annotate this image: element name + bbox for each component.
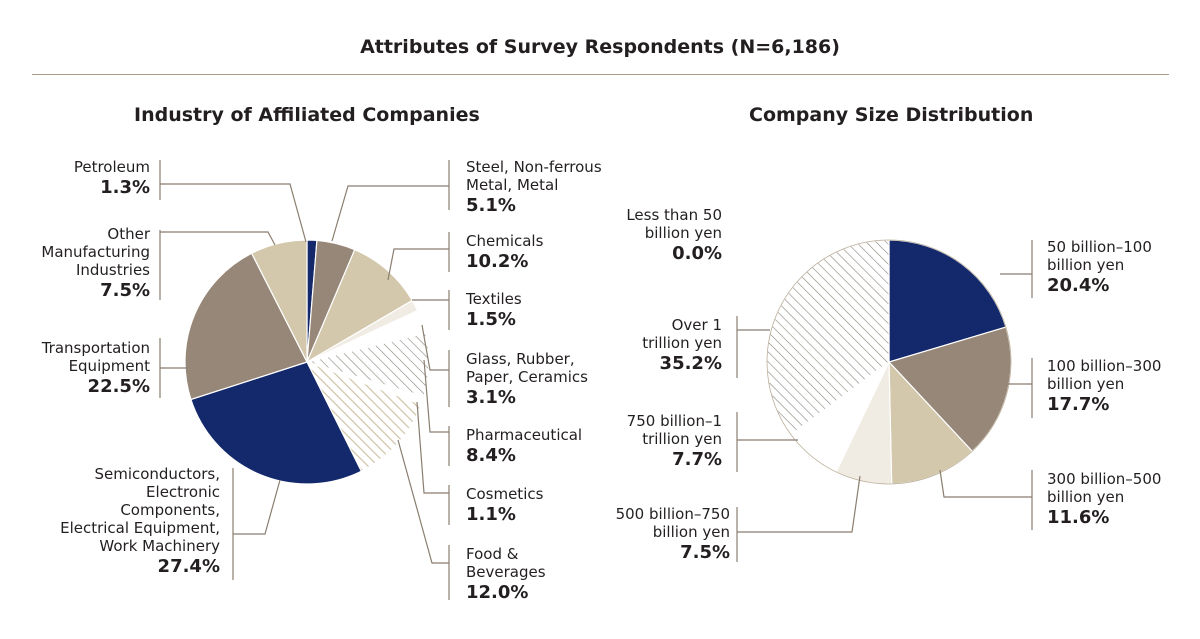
slice-value: 35.2%	[659, 353, 722, 374]
slice-name: 750 billion–1 trillion yen	[626, 412, 722, 448]
slice-name: 100 billion–300 billion yen	[1047, 357, 1162, 393]
slice-name: Other Manufacturing Industries	[41, 225, 150, 279]
slice-name: 50 billion–100 billion yen	[1047, 238, 1152, 274]
slice-name: Steel, Non-ferrous Metal, Metal	[466, 158, 602, 194]
title-divider	[32, 74, 1169, 75]
leader-line	[423, 359, 449, 433]
slice-name: Food & Beverages	[466, 545, 546, 581]
slice-label-other-manufacturing: Other Manufacturing Industries 7.5%	[10, 225, 150, 303]
slice-name: Less than 50 billion yen	[626, 206, 722, 242]
slice-value: 12.0%	[466, 582, 529, 603]
slice-name: Chemicals	[466, 232, 544, 250]
slice-value: 20.4%	[1047, 275, 1110, 296]
leader-line	[160, 231, 276, 246]
slice-value: 17.7%	[1047, 394, 1110, 415]
leader-line	[387, 248, 449, 281]
slice-label-steel: Steel, Non-ferrous Metal, Metal 5.1%	[466, 158, 626, 218]
slice-value: 27.4%	[157, 556, 220, 577]
slice-label-cosmetics: Cosmetics 1.1%	[466, 485, 586, 527]
leader-line	[421, 324, 449, 371]
slice-name: Transportation Equipment	[41, 339, 150, 375]
slice-value: 7.5%	[100, 280, 150, 301]
slice-name: Glass, Rubber, Paper, Ceramics	[466, 350, 588, 386]
slice-value: 10.2%	[466, 251, 529, 272]
leader-line	[737, 475, 861, 533]
pie-slice-semiconductors-electronic-components-electrical-equipment-work-machinery	[190, 361, 363, 485]
slice-value: 7.5%	[680, 542, 730, 563]
industry-chart-title: Industry of Affiliated Companies	[134, 104, 480, 126]
slice-label-transportation: Transportation Equipment 22.5%	[10, 339, 150, 399]
slice-label-300b-500b: 300 billion–500 billion yen 11.6%	[1047, 470, 1192, 530]
slice-value: 11.6%	[1047, 507, 1110, 528]
slice-value: 3.1%	[466, 387, 516, 408]
leader-line	[160, 183, 307, 243]
slice-label-over-1t: Over 1 trillion yen 35.2%	[590, 316, 722, 376]
slice-value: 22.5%	[87, 376, 150, 397]
slice-value: 7.7%	[672, 449, 722, 470]
slice-name: Pharmaceutical	[466, 426, 583, 444]
company-size-pie	[766, 239, 1012, 485]
slice-label-glass: Glass, Rubber, Paper, Ceramics 3.1%	[466, 350, 606, 410]
slice-name: Petroleum	[73, 158, 150, 176]
pie-outline	[766, 239, 1012, 485]
slice-label-750b-1t: 750 billion–1 trillion yen 7.7%	[590, 412, 722, 472]
slice-label-less-than-50b: Less than 50 billion yen 0.0%	[590, 206, 722, 266]
slice-value: 5.1%	[466, 195, 516, 216]
slice-label-500b-750b: 500 billion–750 billion yen 7.5%	[580, 505, 730, 565]
slice-label-semiconductors: Semiconductors, Electronic Components, E…	[10, 465, 220, 579]
slice-value: 1.3%	[100, 177, 150, 198]
leader-line	[939, 469, 1032, 498]
slice-label-50b-100b: 50 billion–100 billion yen 20.4%	[1047, 238, 1187, 298]
slice-name: Textiles	[466, 290, 522, 308]
leader-line	[416, 401, 449, 494]
slice-label-textiles: Textiles 1.5%	[466, 290, 586, 332]
slice-name: 500 billion–750 billion yen	[615, 505, 730, 541]
slice-name: 300 billion–500 billion yen	[1047, 470, 1162, 506]
slice-label-chemicals: Chemicals 10.2%	[466, 232, 586, 274]
industry-pie	[184, 239, 430, 485]
pie-slice-transportation-equipment	[184, 252, 308, 401]
page-title: Attributes of Survey Respondents (N=6,18…	[360, 36, 840, 58]
slice-name: Semiconductors, Electronic Components, E…	[60, 465, 220, 555]
slice-value: 1.1%	[466, 504, 516, 525]
pie-slice-food-beverages	[305, 360, 423, 473]
leader-line	[331, 185, 449, 242]
slice-label-100b-300b: 100 billion–300 billion yen 17.7%	[1047, 357, 1192, 417]
slice-value: 8.4%	[466, 445, 516, 466]
leader-line	[233, 479, 281, 535]
pie-slice-other-manufacturing-industries	[250, 239, 308, 363]
leader-lines	[159, 160, 1033, 600]
slice-name: Over 1 trillion yen	[642, 316, 722, 352]
slice-label-food: Food & Beverages 12.0%	[466, 545, 586, 605]
pie-slice-chemicals	[305, 248, 414, 364]
slice-label-pharmaceutical: Pharmaceutical 8.4%	[466, 426, 606, 468]
slice-label-petroleum: Petroleum 1.3%	[40, 158, 150, 200]
slice-name: Cosmetics	[466, 485, 544, 503]
slice-value: 1.5%	[466, 309, 516, 330]
size-chart-title: Company Size Distribution	[749, 104, 1034, 126]
leader-line	[397, 439, 449, 564]
slice-value: 0.0%	[672, 243, 722, 264]
